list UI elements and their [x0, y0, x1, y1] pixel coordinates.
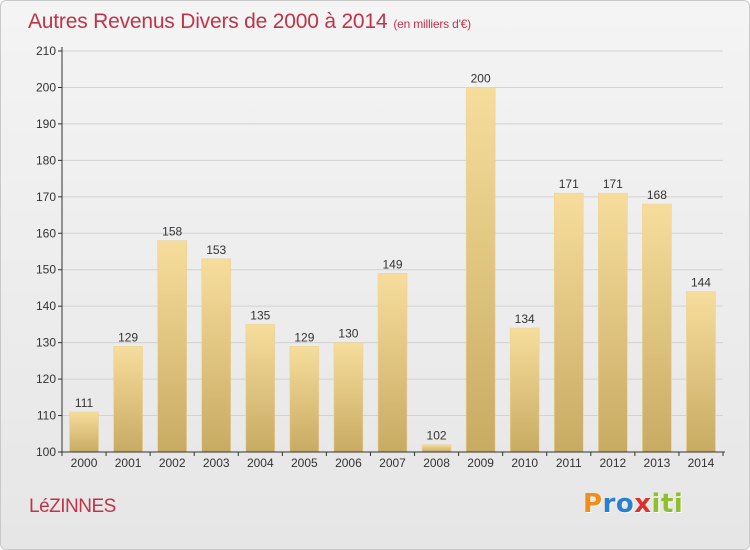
logo-letter: i	[651, 489, 661, 519]
data-label: 129	[294, 330, 314, 344]
y-tick-label: 180	[36, 153, 56, 167]
x-tick-label: 2005	[291, 456, 318, 470]
bar	[69, 411, 99, 453]
data-label: 134	[515, 312, 535, 326]
logo-letter: t	[660, 489, 674, 519]
data-label: 129	[118, 330, 138, 344]
y-tick-label: 170	[36, 190, 56, 204]
bar	[509, 327, 540, 453]
y-tick-label: 200	[36, 80, 56, 94]
y-tick-label: 190	[36, 117, 56, 131]
y-tick-label: 150	[36, 263, 56, 277]
bar	[421, 444, 452, 453]
x-tick-label: 2006	[335, 456, 362, 470]
chart-title-unit: (en milliers d'€)	[393, 17, 471, 31]
data-label: 130	[338, 327, 358, 341]
x-tick-label: 2001	[115, 456, 142, 470]
bar	[245, 324, 276, 453]
data-label: 144	[691, 276, 711, 290]
x-tick-label: 2012	[599, 456, 626, 470]
x-tick-label: 2014	[688, 456, 715, 470]
data-label: 171	[559, 177, 579, 191]
x-tick-label: 2004	[247, 456, 274, 470]
x-tick-label: 2003	[203, 456, 230, 470]
x-tick-label: 2000	[71, 456, 98, 470]
x-tick-label: 2008	[423, 456, 450, 470]
data-label: 171	[603, 177, 623, 191]
data-label: 158	[162, 225, 182, 239]
proxiti-logo[interactable]: Proxiti	[583, 489, 683, 519]
bar	[201, 258, 232, 453]
logo-letter: r	[602, 489, 616, 519]
bar	[553, 192, 584, 453]
data-label: 200	[471, 71, 491, 85]
chart-title-text: Autres Revenus Divers de 2000 à 2014	[28, 10, 388, 33]
logo-letter: x	[634, 489, 652, 519]
x-tick-label: 2009	[467, 456, 494, 470]
bar	[289, 345, 320, 453]
data-label: 135	[250, 308, 270, 322]
bar	[113, 345, 143, 453]
logo-letter: o	[615, 489, 635, 519]
y-tick-label: 160	[36, 226, 56, 240]
data-label: 153	[206, 243, 226, 257]
bar	[377, 273, 408, 453]
x-tick-label: 2011	[556, 456, 582, 470]
y-tick-label: 130	[36, 336, 56, 350]
bar	[157, 240, 187, 453]
bar	[686, 291, 716, 453]
x-tick-label: 2002	[159, 456, 186, 470]
labels: 100 110 120 130 140 150 160 170 180 190 200 210 111 2…	[36, 44, 715, 470]
y-tick-label: 110	[37, 409, 56, 423]
data-label: 111	[75, 396, 94, 410]
chart-title: Autres Revenus Divers de 2000 à 2014 (en …	[28, 10, 471, 34]
x-tick-label: 2010	[511, 456, 538, 470]
axes	[58, 47, 725, 456]
bars	[69, 87, 716, 453]
commune-name: LéZINNES	[29, 496, 116, 517]
y-tick-label: 120	[36, 372, 56, 386]
bar	[598, 192, 628, 453]
x-tick-label: 2007	[379, 456, 406, 470]
data-label: 149	[382, 257, 402, 271]
x-tick-label: 2013	[644, 456, 671, 470]
bar	[333, 342, 364, 453]
y-tick-label: 140	[36, 299, 56, 313]
logo-letter: i	[673, 489, 684, 519]
bar	[642, 203, 672, 453]
data-label: 168	[647, 188, 667, 202]
logo-letter: P	[583, 489, 603, 519]
bar	[465, 87, 496, 453]
data-label: 102	[427, 429, 447, 443]
y-tick-label: 100	[36, 445, 56, 459]
y-tick-label: 210	[36, 44, 56, 58]
